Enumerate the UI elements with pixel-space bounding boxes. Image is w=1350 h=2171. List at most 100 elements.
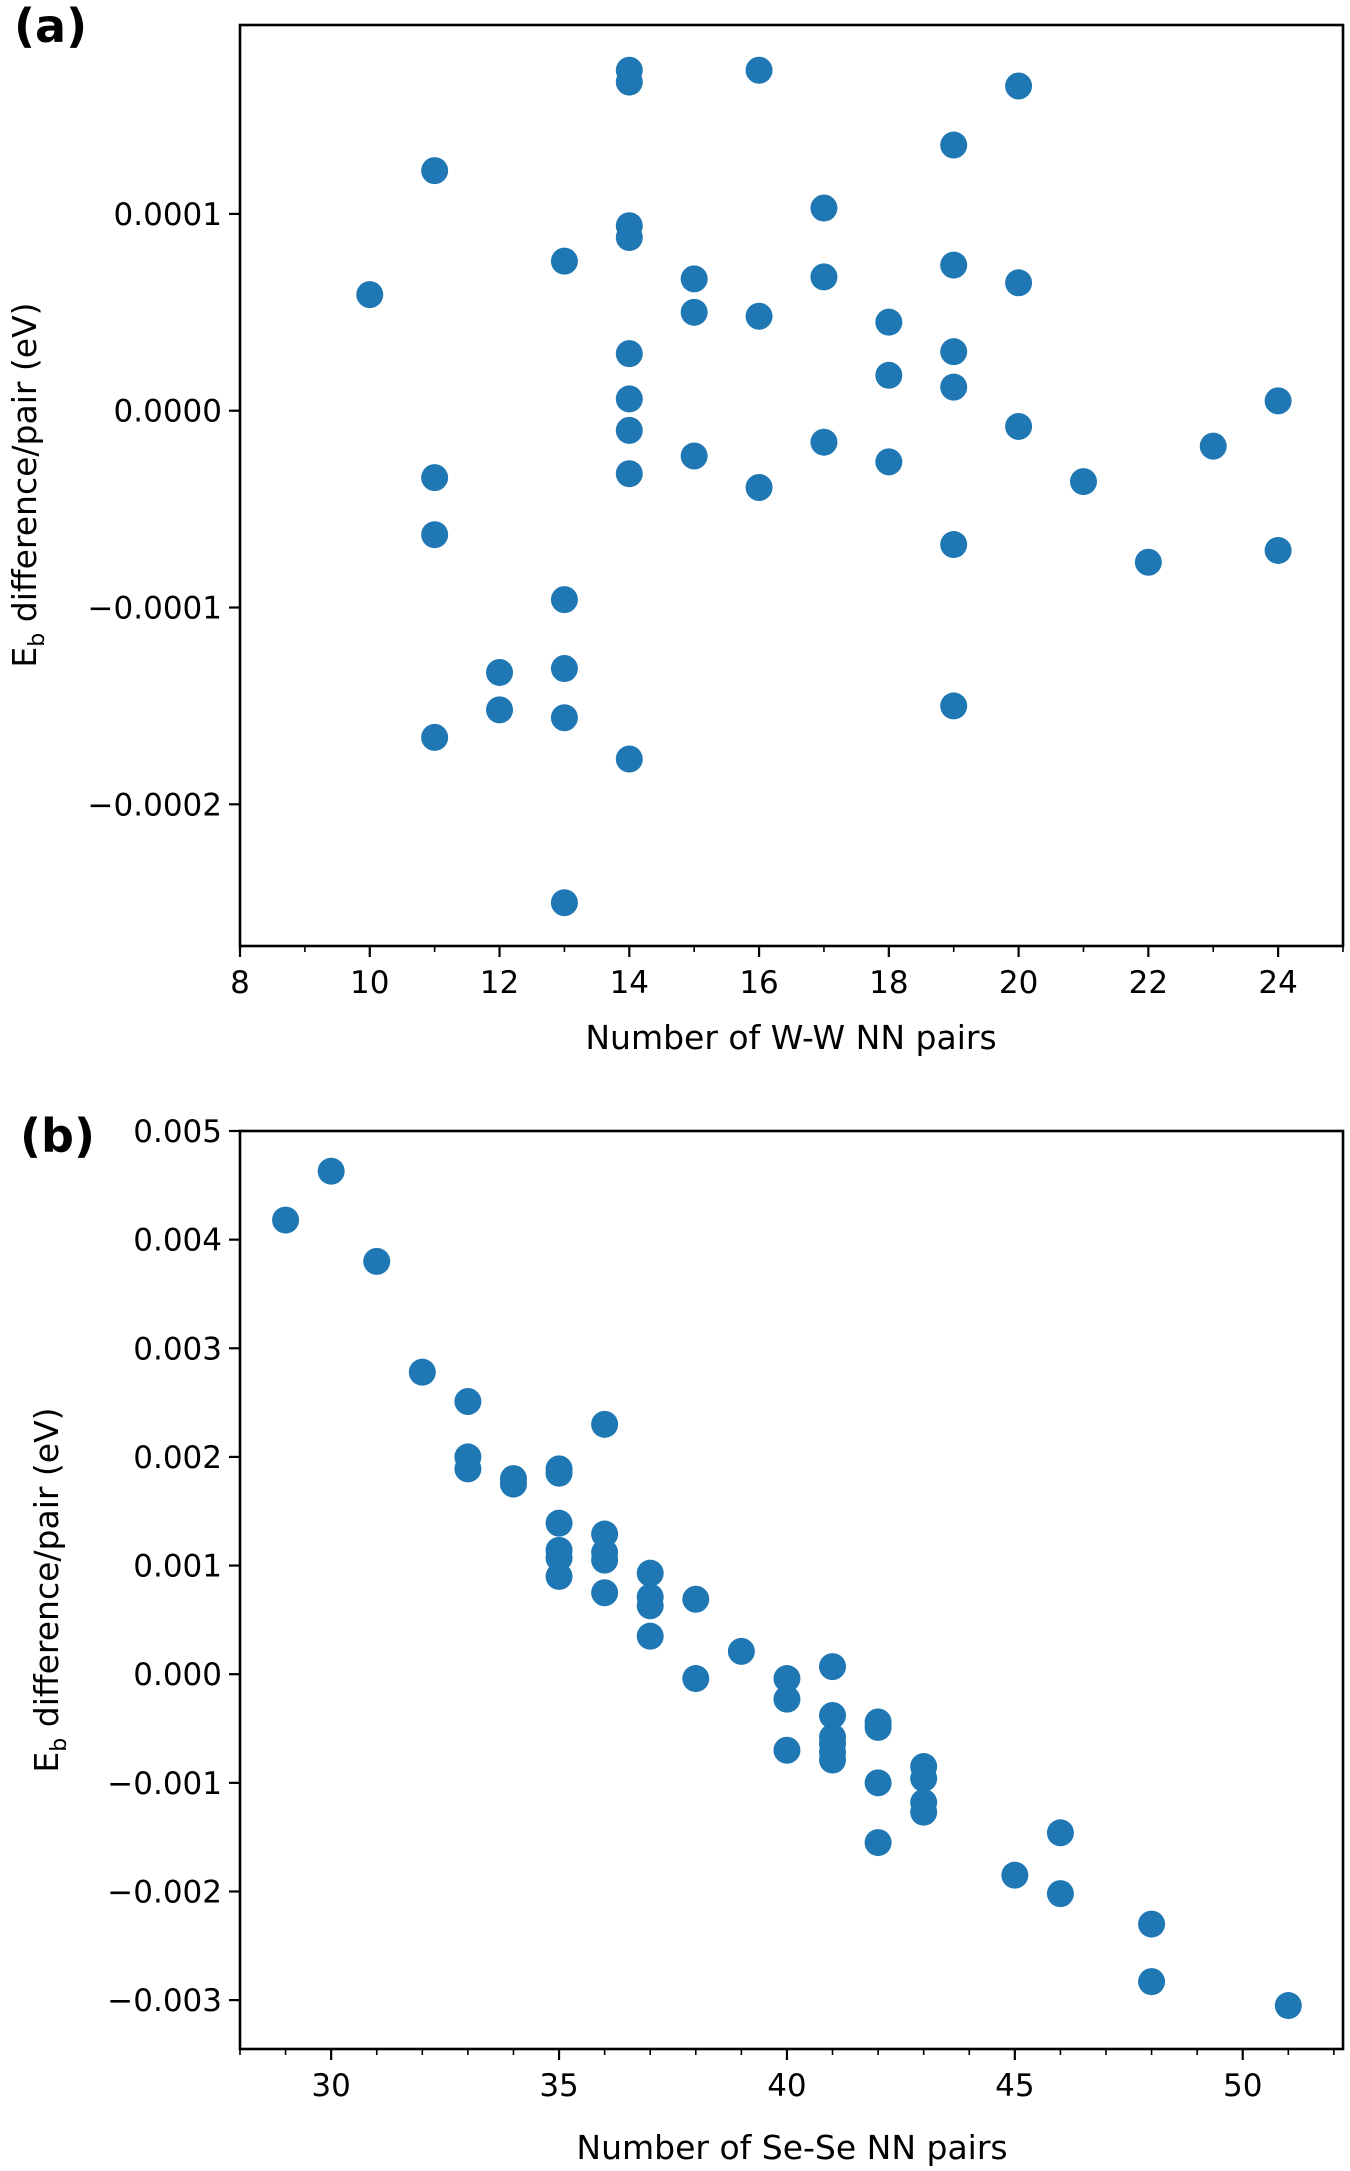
y-axis-label-a: Eb difference/pair (eV) — [5, 302, 50, 667]
data-point — [550, 655, 578, 683]
y-tick-label: 0.004 — [133, 1223, 222, 1259]
data-point — [940, 251, 968, 279]
y-tick-label: 0.002 — [133, 1440, 222, 1476]
data-point — [940, 338, 968, 366]
data-point — [545, 1459, 573, 1487]
data-point — [454, 1455, 482, 1483]
data-point — [875, 308, 903, 336]
x-axis-label-b: Number of Se-Se NN pairs — [576, 2128, 1007, 2167]
scatter-points-a — [356, 56, 1292, 917]
data-point — [910, 1798, 938, 1826]
data-point — [1005, 412, 1033, 440]
chart-panel-a: (a) 0.0001 0.0000 −0.0001 −0.0002 8 10 12 14 16… — [5, 0, 1345, 1057]
data-point — [940, 373, 968, 401]
data-point — [615, 224, 643, 252]
panel-label-b: (b) — [20, 1109, 95, 1163]
data-point — [550, 586, 578, 614]
data-point — [272, 1206, 300, 1234]
data-point — [421, 464, 449, 492]
y-tick-label: −0.001 — [107, 1766, 222, 1802]
data-point — [421, 723, 449, 751]
scatter-points-b — [272, 1157, 1302, 2020]
y-tick-label: 0.0001 — [114, 197, 222, 233]
x-axis-label-a: Number of W-W NN pairs — [585, 1018, 996, 1057]
data-point — [910, 1764, 938, 1792]
data-point — [680, 298, 708, 326]
data-point — [773, 1665, 801, 1693]
data-point — [591, 1520, 619, 1548]
y-axis-label-b-main: E — [27, 1752, 66, 1773]
y-tick-label: 0.005 — [133, 1114, 222, 1150]
x-tick-label: 14 — [610, 965, 649, 1001]
data-point — [486, 696, 514, 724]
data-point — [550, 247, 578, 275]
y-axis-label-a-subscript: b — [25, 633, 50, 647]
x-tick-label: 45 — [995, 2068, 1034, 2104]
y-axis-ticks-a: 0.0001 0.0000 −0.0001 −0.0002 — [88, 197, 240, 823]
data-point — [591, 1410, 619, 1438]
y-tick-label: 0.000 — [133, 1657, 222, 1693]
data-point — [615, 460, 643, 488]
data-point — [545, 1544, 573, 1572]
data-point — [1046, 1819, 1074, 1847]
data-point — [499, 1470, 527, 1498]
data-point — [408, 1358, 436, 1386]
data-point — [636, 1559, 664, 1587]
x-tick-label: 22 — [1129, 965, 1168, 1001]
data-point — [1264, 387, 1292, 415]
data-point — [819, 1746, 847, 1774]
data-point — [682, 1585, 710, 1613]
data-point — [545, 1509, 573, 1537]
data-point — [421, 521, 449, 549]
data-point — [940, 692, 968, 720]
y-axis-label-a-main: E — [5, 647, 44, 668]
data-point — [1274, 1992, 1302, 2020]
data-point — [421, 157, 449, 185]
y-axis-label-a-rest: difference/pair (eV) — [5, 302, 44, 632]
data-point — [940, 531, 968, 559]
y-axis-ticks-b: 0.005 0.004 0.003 0.002 0.001 0.000 −0.001 −0.0… — [107, 1114, 240, 2019]
data-point — [745, 56, 773, 84]
x-tick-label: 30 — [311, 2068, 350, 2104]
x-axis-ticks-b: 30 35 40 45 50 — [239, 2049, 1335, 2104]
data-point — [1134, 548, 1162, 576]
plot-frame-a — [238, 23, 1345, 948]
x-tick-label: 50 — [1223, 2068, 1262, 2104]
data-point — [591, 1546, 619, 1574]
data-point — [864, 1769, 892, 1797]
data-point — [1138, 1910, 1166, 1938]
x-tick-label: 18 — [869, 965, 908, 1001]
x-tick-label: 35 — [539, 2068, 578, 2104]
x-tick-label: 40 — [767, 2068, 806, 2104]
data-point — [486, 658, 514, 686]
y-tick-label: −0.0002 — [88, 787, 222, 823]
data-point — [550, 704, 578, 732]
y-tick-label: −0.0001 — [88, 591, 222, 627]
data-point — [636, 1622, 664, 1650]
data-point — [1001, 1861, 1029, 1889]
data-point — [1264, 536, 1292, 564]
y-tick-label: 0.003 — [133, 1331, 222, 1367]
data-point — [680, 265, 708, 293]
data-point — [317, 1157, 345, 1185]
data-point — [454, 1388, 482, 1416]
y-tick-label: 0.001 — [133, 1549, 222, 1585]
plot-frame-b — [238, 1129, 1345, 2051]
data-point — [615, 385, 643, 413]
data-point — [773, 1685, 801, 1713]
y-tick-label: −0.002 — [107, 1874, 222, 1910]
y-axis-label-b: Eb difference/pair (eV) — [27, 1407, 72, 1772]
data-point — [1138, 1968, 1166, 1996]
data-point — [819, 1653, 847, 1681]
data-point — [745, 302, 773, 330]
data-point — [875, 448, 903, 476]
data-point — [680, 442, 708, 470]
data-point — [864, 1829, 892, 1857]
data-point — [810, 263, 838, 291]
data-point — [810, 194, 838, 222]
x-tick-label: 24 — [1258, 965, 1297, 1001]
data-point — [875, 361, 903, 389]
chart-panel-b: (b) 0.005 0.004 0.003 0.002 0.001 0.000 −0.001… — [20, 1109, 1345, 2167]
y-axis-label-b-rest: difference/pair (eV) — [27, 1407, 66, 1737]
